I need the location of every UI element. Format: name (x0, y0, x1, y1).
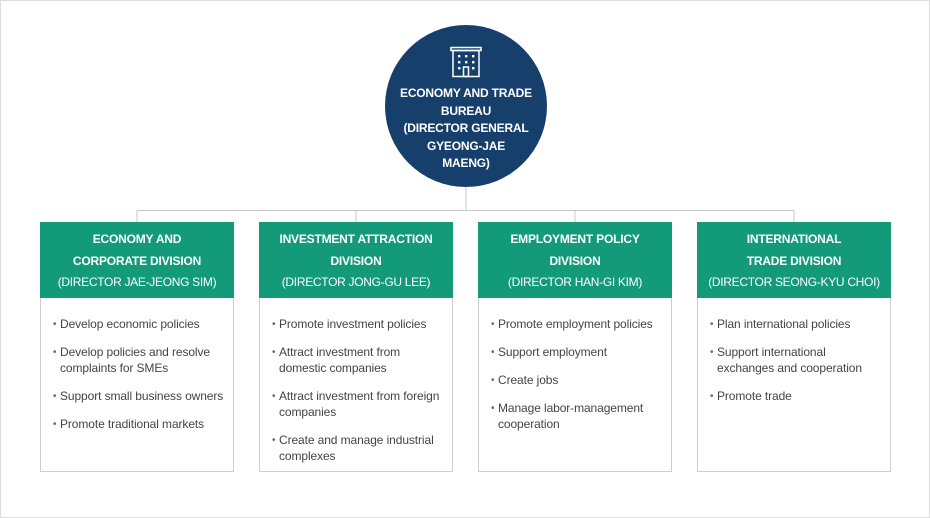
division-task-list: • Promote employment policies • Support em… (478, 298, 672, 472)
division-name: ECONOMY AND CORPORATE DIVISION (72, 232, 202, 268)
division-header: ECONOMY AND CORPORATE DIVISION (DIRECTOR… (40, 222, 234, 298)
task-item: • Create jobs (491, 373, 559, 387)
division-international-trade: INTERNATIONAL TRADE DIVISION (DIRECTOR S… (697, 222, 891, 472)
bullet-icon: • (710, 347, 714, 358)
division-director: (DIRECTOR HAN-GI KIM) (507, 275, 643, 289)
division-header: INVESTMENT ATTRACTION DIVISION (DIRECTOR… (259, 222, 453, 298)
task-item: • Attract investment from foreign compani… (272, 389, 440, 419)
task-item: • Promote trade (710, 389, 792, 403)
division-task-list: • Develop economic policies • Develop poli… (40, 298, 234, 472)
task-item: • Promote traditional markets (53, 417, 205, 431)
bureau-node: ECONOMY AND TRADE BUREAU (DIRECTOR GENER… (385, 25, 547, 187)
bullet-icon: • (491, 403, 495, 414)
bullet-icon: • (710, 319, 714, 330)
task-item: • Create and manage industrial complexes (272, 433, 434, 463)
task-item: • Promote employment policies (491, 317, 653, 331)
task-item: • Promote investment policies (272, 317, 427, 331)
bullet-icon: • (272, 319, 276, 330)
division-investment-attraction: INVESTMENT ATTRACTION DIVISION (DIRECTOR… (259, 222, 453, 472)
division-employment-policy: EMPLOYMENT POLICY DIVISION (DIRECTOR HAN… (478, 222, 672, 472)
task-item: • Support employment (491, 345, 607, 359)
task-item: • Support international exchanges and coo… (710, 345, 862, 375)
division-name: EMPLOYMENT POLICY DIVISION (510, 232, 640, 268)
bullet-icon: • (53, 419, 57, 430)
division-task-list: • Promote investment policies • Attract in… (259, 298, 453, 472)
division-header: EMPLOYMENT POLICY DIVISION (DIRECTOR HAN… (478, 222, 672, 298)
bullet-icon: • (710, 391, 714, 402)
bullet-icon: • (491, 375, 495, 386)
task-item: • Support small business owners (53, 389, 224, 403)
bullet-icon: • (272, 347, 276, 358)
bullet-icon: • (53, 391, 57, 402)
bullet-icon: • (272, 391, 276, 402)
task-item: • Develop economic policies (53, 317, 200, 331)
division-header: INTERNATIONAL TRADE DIVISION (DIRECTOR S… (697, 222, 891, 298)
bullet-icon: • (53, 319, 57, 330)
office-building-icon (450, 46, 482, 78)
bullet-icon: • (272, 435, 276, 446)
division-name: INVESTMENT ATTRACTION DIVISION (279, 232, 433, 268)
division-economy-corporate: ECONOMY AND CORPORATE DIVISION (DIRECTOR… (40, 222, 234, 472)
task-item: • Attract investment from domestic compan… (272, 345, 401, 375)
bullet-icon: • (491, 319, 495, 330)
division-task-list: • Plan international policies • Support in… (697, 298, 891, 472)
division-director: (DIRECTOR JAE-JEONG SIM) (57, 275, 217, 289)
task-item: • Develop policies and resolve complaints… (53, 345, 210, 375)
task-item: • Plan international policies (710, 317, 851, 331)
division-director: (DIRECTOR JONG-GU LEE) (281, 275, 431, 289)
task-item: • Manage labor-management cooperation (491, 401, 644, 431)
bureau-name: ECONOMY AND TRADE BUREAU (DIRECTOR GENER… (400, 86, 532, 170)
bullet-icon: • (53, 347, 57, 358)
bullet-icon: • (491, 347, 495, 358)
division-director: (DIRECTOR SEONG-KYU CHOI) (708, 275, 880, 289)
division-name: INTERNATIONAL TRADE DIVISION (746, 232, 842, 268)
